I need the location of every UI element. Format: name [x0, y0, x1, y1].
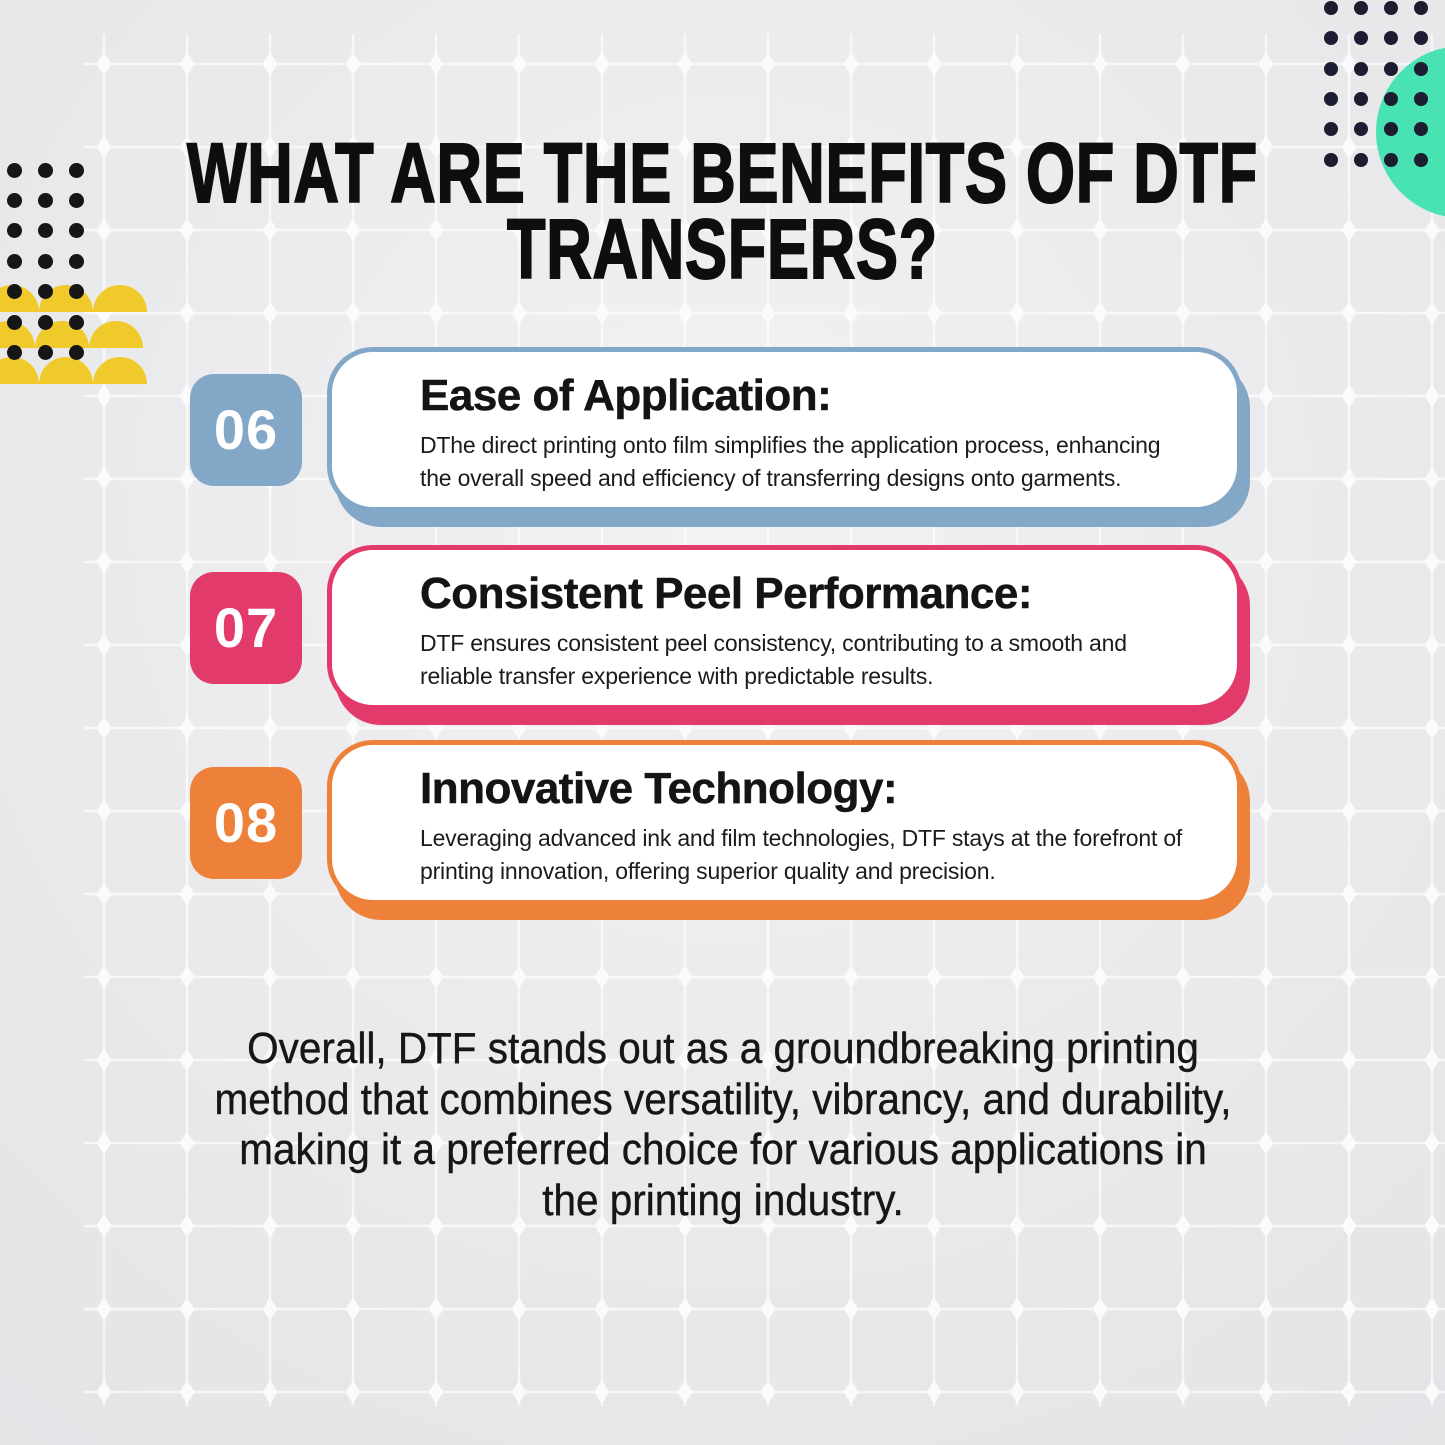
summary-paragraph: Overall, DTF stands out as a groundbreak…: [214, 1024, 1231, 1225]
dot: [1354, 152, 1368, 167]
dot: [68, 223, 84, 239]
page-title-line-1: WHAT ARE THE BENEFITS OF DTF: [186, 126, 1258, 220]
dot: [37, 284, 53, 300]
number-badge-08: 08: [190, 766, 302, 879]
dot: [6, 192, 22, 208]
dot: [1384, 31, 1398, 46]
dot: [6, 344, 22, 360]
page-title-line-2: TRANSFERS?: [506, 201, 938, 296]
dot: [6, 253, 22, 269]
dot: [1354, 91, 1368, 106]
card-title-06: Ease of Application:: [420, 371, 832, 420]
card-body-07: DTF ensures consistent peel consistency,…: [420, 629, 1127, 689]
dot: [37, 162, 53, 178]
dot: [68, 162, 84, 178]
dot: [6, 284, 22, 300]
dot: [1414, 122, 1428, 137]
dot: [37, 192, 53, 208]
dot: [1414, 91, 1428, 106]
dot: [1414, 61, 1428, 76]
benefit-item-06: 06 Ease of Application: DThe direct prin…: [190, 347, 1242, 512]
dot: [37, 344, 53, 360]
dot: [1324, 31, 1338, 46]
dot: [1414, 31, 1428, 46]
dot: [1354, 122, 1368, 137]
page-title: WHAT ARE THE BENEFITS OF DTF TRANSFERS?: [181, 126, 1265, 296]
dot: [6, 162, 22, 178]
yellow-scallop: [0, 357, 39, 384]
dot: [1324, 122, 1338, 137]
benefit-item-07: 07 Consistent Peel Performance: DTF ensu…: [190, 545, 1242, 710]
dot: [1324, 1, 1338, 15]
benefit-item-08: 08 Innovative Technology: Leveraging adv…: [190, 740, 1242, 905]
benefit-card-07: Consistent Peel Performance: DTF ensures…: [327, 545, 1242, 710]
dot: [1384, 1, 1398, 15]
dot: [1384, 61, 1398, 76]
dot: [1354, 1, 1368, 15]
benefit-card-08: Innovative Technology: Leveraging advanc…: [327, 740, 1242, 905]
dot: [6, 314, 22, 330]
dot: [1354, 31, 1368, 46]
card-title-07: Consistent Peel Performance:: [420, 569, 1033, 618]
dot: [68, 192, 84, 208]
dot: [1414, 1, 1428, 15]
background-grid: [84, 34, 1445, 1406]
card-body-08: Leveraging advanced ink and film technol…: [420, 824, 1183, 884]
dot: [1324, 152, 1338, 167]
dot: [1354, 61, 1368, 76]
dot: [1324, 61, 1338, 76]
dot: [1384, 122, 1398, 137]
dot: [37, 253, 53, 269]
number-badge-06: 06: [190, 373, 302, 486]
card-title-08: Innovative Technology:: [420, 764, 898, 813]
dot: [68, 344, 84, 360]
dot: [68, 284, 84, 300]
dot: [68, 314, 84, 330]
card-body-06: DThe direct printing onto film simplifie…: [420, 431, 1161, 491]
dot: [1384, 152, 1398, 167]
dot: [68, 253, 84, 269]
benefit-card-06: Ease of Application: DThe direct printin…: [327, 347, 1242, 512]
dot: [37, 314, 53, 330]
dot: [1384, 91, 1398, 106]
dot: [1324, 91, 1338, 106]
dot: [1414, 152, 1428, 167]
dot: [6, 223, 22, 239]
number-badge-07: 07: [190, 571, 302, 684]
dot: [37, 223, 53, 239]
